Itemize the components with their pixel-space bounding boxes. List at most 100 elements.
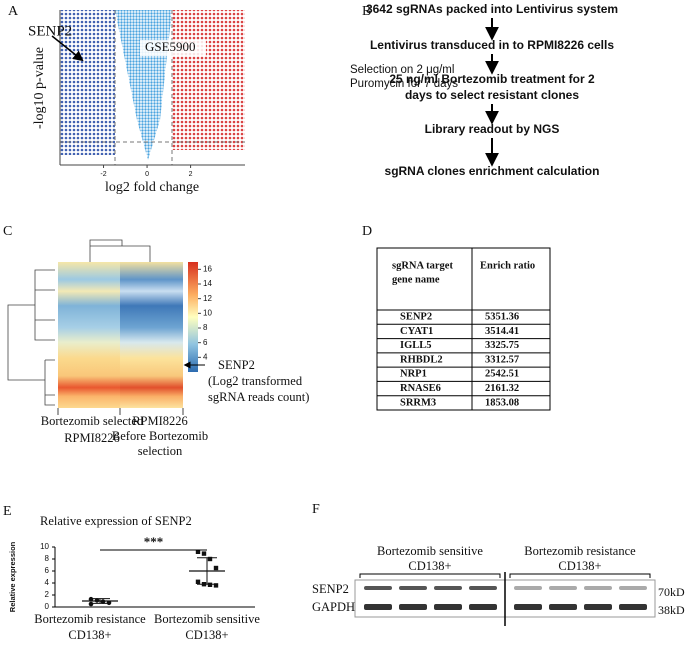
band: [469, 604, 497, 610]
band: [549, 604, 577, 610]
y-tick-label: 0: [45, 602, 50, 611]
data-point: [213, 583, 219, 588]
panel-label: B: [362, 4, 371, 19]
x-tick-label: Bortezomib resistance: [34, 612, 146, 626]
colorbar-label: 14: [203, 279, 212, 288]
annotation: sgRNA reads count): [208, 390, 309, 404]
data-point: [207, 582, 213, 587]
dendrogram-left: [7, 269, 55, 406]
flow-step: 25 ng/ml Bortezomib treatment for 2: [389, 72, 595, 86]
band: [584, 604, 612, 610]
y-tick-label: 10: [40, 542, 49, 551]
band: [434, 586, 462, 590]
data-point: [213, 565, 219, 571]
colorbar-label: 10: [203, 308, 212, 317]
y-axis-label: Relative expression: [8, 541, 17, 612]
group-label: CD138+: [408, 559, 451, 573]
volcano-center: [115, 10, 172, 160]
band: [514, 604, 542, 610]
title-bg: [140, 40, 206, 56]
band: [434, 604, 462, 610]
y-tick-label: 4: [45, 578, 50, 587]
band: [584, 586, 612, 590]
table-cell: 3325.75: [485, 340, 519, 351]
volcano-left: [60, 10, 115, 155]
table-cell: NRP1: [400, 369, 427, 380]
bracket: [509, 573, 651, 578]
row-label: GAPDH: [312, 600, 355, 614]
panel-label: F: [312, 502, 320, 517]
annotation: SENP2: [28, 23, 72, 39]
table-cell: 5351.36: [485, 312, 519, 323]
heatmap: [7, 239, 151, 406]
table-cell: 3312.57: [485, 354, 519, 365]
colorbar: [188, 262, 198, 372]
colorbar-label: 6: [203, 338, 208, 347]
flow-step: days to select resistant clones: [405, 88, 579, 102]
x-tick-label: Bortezomib sensitive: [154, 612, 260, 626]
column-label: Bortezomib selected: [41, 414, 144, 428]
column-label: RPMI8226: [64, 431, 120, 445]
group-label: Bortezomib sensitive: [377, 544, 483, 558]
band: [364, 586, 392, 590]
band: [619, 586, 647, 590]
band: [469, 586, 497, 590]
data-point: [106, 600, 112, 606]
data-point: [195, 579, 201, 584]
band: [364, 604, 392, 610]
table-header: Enrich ratio: [480, 260, 535, 271]
flow-step: Lentivirus transduced in to RPMI8226 cel…: [370, 38, 614, 52]
row-label: SENP2: [312, 582, 349, 596]
table-cell: 2161.32: [485, 383, 519, 394]
significance: ***: [144, 534, 164, 549]
plot-title: GSE5900: [145, 39, 196, 54]
panel-label: C: [3, 224, 12, 239]
data-point: [195, 549, 201, 554]
band: [399, 586, 427, 590]
group-label: Bortezomib resistance: [524, 544, 636, 558]
size-label: 38kD: [658, 603, 685, 617]
table-cell: 2542.51: [485, 369, 519, 380]
panel-label: E: [3, 504, 12, 519]
group-label: CD138+: [558, 559, 601, 573]
column-label: selection: [138, 444, 183, 458]
annotation: (Log2 transformed: [208, 374, 303, 388]
table-header: gene name: [392, 274, 440, 285]
x-axis-label: log2 fold change: [105, 180, 199, 195]
panel-label: A: [8, 4, 19, 19]
annotation: SENP2: [218, 358, 255, 372]
y-axis-label: -log10 p-value: [32, 47, 47, 129]
table-cell: SENP2: [400, 312, 432, 323]
y-tick-label: 8: [45, 554, 50, 563]
table-cell: SRRM3: [400, 397, 436, 408]
table-cell: RHBDL2: [400, 354, 443, 365]
flow-step: Library readout by NGS: [425, 122, 560, 136]
flow-note: Puromycin for 7 days: [350, 78, 458, 90]
data-point: [88, 596, 94, 602]
table-cell: 1853.08: [485, 397, 519, 408]
data-point: [207, 556, 213, 562]
bracket: [359, 573, 501, 578]
arrow: [51, 35, 84, 62]
x-tick-label: 0: [145, 171, 149, 178]
data-point: [88, 601, 94, 607]
colorbar-label: 4: [203, 352, 208, 361]
flow-step: 3642 sgRNAs packed into Lentivirus syste…: [366, 2, 618, 16]
x-tick-label: 2: [189, 171, 193, 178]
band: [399, 604, 427, 610]
colorbar-label: 16: [203, 264, 212, 273]
dendrogram-top: [89, 239, 151, 262]
x-tick-label: CD138+: [185, 628, 228, 642]
table-border: [376, 247, 551, 411]
table-cell: 3514.41: [485, 326, 519, 337]
band: [619, 604, 647, 610]
size-label: 70kD: [658, 585, 685, 599]
heatmap-column: [58, 262, 120, 408]
column-label: Before Bortezomib: [112, 429, 208, 443]
volcano-plot: [51, 10, 245, 166]
table-cell: RNASE6: [400, 383, 441, 394]
y-tick-label: 2: [45, 590, 50, 599]
band: [514, 586, 542, 590]
colorbar-label: 12: [203, 294, 212, 303]
